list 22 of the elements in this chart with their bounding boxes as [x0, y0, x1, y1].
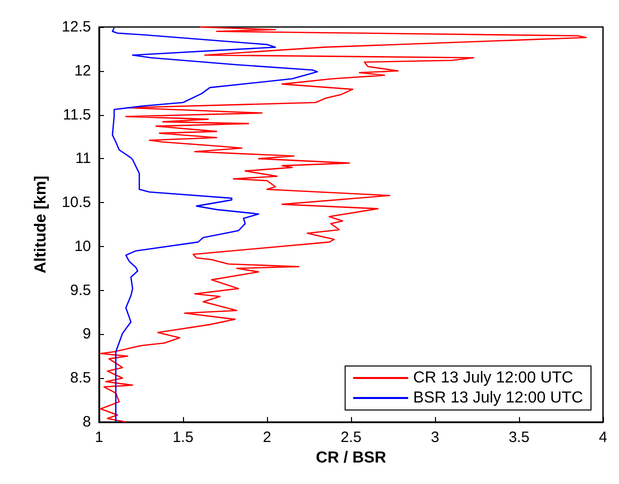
legend-label: CR 13 July 12:00 UTC: [413, 370, 574, 386]
x-tick-label: 1.5: [172, 429, 194, 446]
y-tick-label: 12: [74, 62, 91, 80]
x-tick-label: 3.5: [508, 429, 530, 446]
x-tick-label: 2: [262, 429, 272, 446]
y-tick-label: 10.5: [62, 194, 91, 212]
y-tick-label: 9.5: [70, 282, 91, 299]
x-tick-label: 2.5: [340, 429, 362, 446]
y-tick-label: 9: [82, 326, 91, 343]
y-tick-label: 12.5: [62, 18, 91, 36]
line-series: [112, 27, 318, 423]
x-tick-label: 4: [598, 429, 608, 446]
x-tick-label: 1: [94, 429, 104, 446]
y-tick-label: 10: [74, 238, 91, 255]
x-axis-title: CR / BSR: [316, 450, 387, 466]
legend-label: BSR 13 July 12:00 UTC: [413, 390, 584, 406]
x-tick-label: 3: [430, 429, 440, 446]
y-tick-label: 11.5: [62, 106, 91, 124]
y-tick-label: 8.5: [70, 370, 91, 387]
y-tick-label: 11: [75, 150, 91, 168]
y-tick-label: 8: [82, 414, 91, 430]
y-axis-title: Altitude [km]: [32, 176, 50, 274]
